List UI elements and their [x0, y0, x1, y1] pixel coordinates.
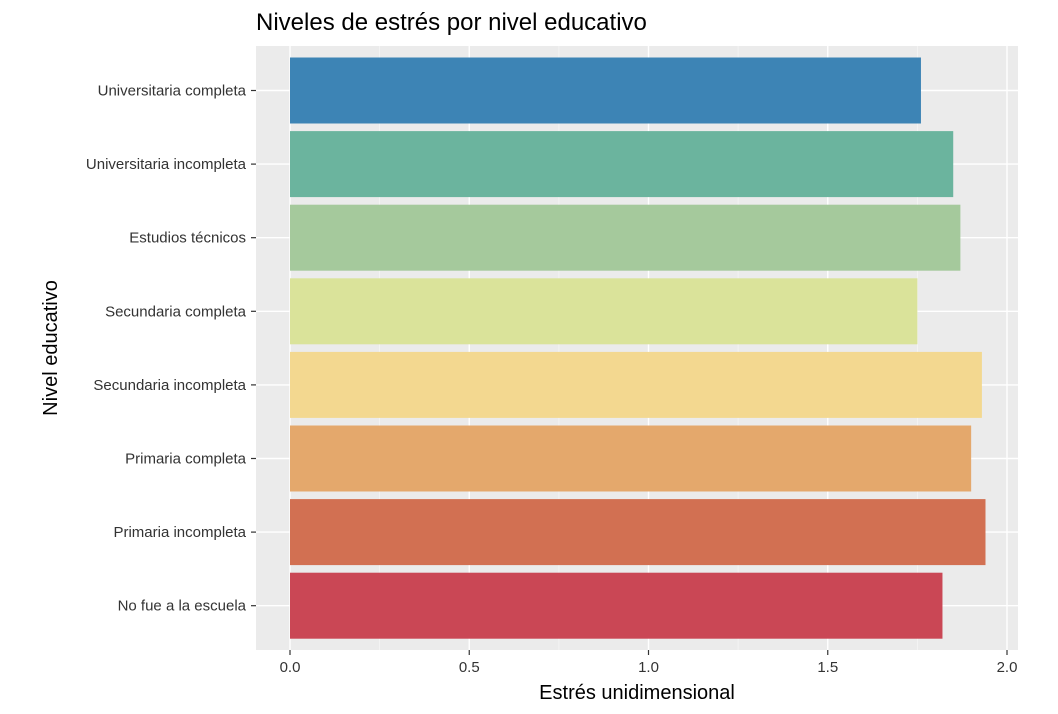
x-tick-label: 2.0 — [997, 659, 1018, 676]
bar — [290, 425, 972, 492]
y-axis: Universitaria completa Universitaria inco… — [86, 83, 256, 615]
bar — [290, 57, 921, 124]
x-tick-label: 0.5 — [459, 659, 480, 676]
y-tick-label: Secundaria incompleta — [93, 377, 246, 394]
bar — [290, 572, 943, 639]
y-tick-label: Universitaria incompleta — [86, 156, 247, 173]
bars — [290, 57, 986, 639]
bar — [290, 351, 982, 418]
bar — [290, 131, 954, 198]
x-axis-title: Estrés unidimensional — [539, 682, 735, 704]
y-tick-label: Primaria incompleta — [113, 524, 246, 541]
y-tick-label: Estudios técnicos — [129, 230, 246, 247]
x-tick-label: 1.5 — [817, 659, 838, 676]
y-tick-label: Secundaria completa — [105, 303, 247, 320]
x-tick-label: 1.0 — [638, 659, 659, 676]
bar — [290, 204, 961, 271]
bar — [290, 499, 986, 566]
y-tick-label: No fue a la escuela — [118, 598, 247, 615]
bar — [290, 278, 918, 345]
x-tick-label: 0.0 — [280, 659, 301, 676]
x-axis: 0.0 0.5 1.0 1.5 2.0 — [280, 650, 1018, 676]
y-tick-label: Universitaria completa — [98, 83, 247, 100]
chart-title: Niveles de estrés por nivel educativo — [256, 9, 647, 36]
y-tick-label: Primaria completa — [125, 451, 247, 468]
y-axis-title: Nivel educativo — [40, 280, 62, 416]
